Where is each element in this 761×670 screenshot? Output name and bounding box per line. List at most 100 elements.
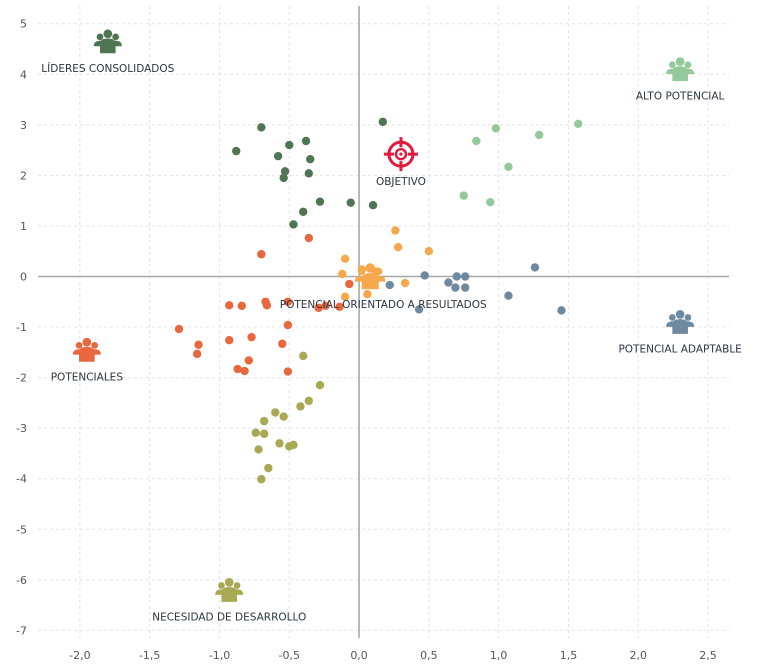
point-adaptable	[504, 291, 513, 300]
x-tick-label: 0,0	[350, 649, 368, 662]
point-lideres	[378, 117, 388, 126]
point-potenciales	[225, 301, 234, 310]
point-lideres	[368, 201, 378, 210]
point-potenciales	[283, 367, 293, 376]
point-lideres	[280, 167, 290, 176]
point-lideres	[232, 146, 241, 156]
point-necesidad	[315, 381, 325, 390]
point-potenciales	[233, 364, 242, 374]
point-lideres	[299, 207, 308, 216]
point-potenciales	[283, 297, 293, 306]
point-necesidad	[257, 475, 266, 484]
point-adaptable	[460, 272, 470, 281]
data-points	[174, 117, 583, 484]
point-potenciales	[237, 301, 247, 311]
point-necesidad	[279, 412, 288, 421]
point-orientado	[400, 278, 410, 288]
point-necesidad	[296, 402, 305, 411]
point-lideres	[306, 154, 315, 164]
point-potenciales	[174, 324, 184, 334]
point-orientado	[340, 292, 350, 301]
point-lideres	[279, 173, 288, 183]
point-necesidad	[299, 351, 308, 361]
y-tick-label: -5	[16, 523, 27, 536]
point-potenciales	[314, 303, 323, 313]
point-necesidad	[289, 440, 298, 450]
gridlines	[38, 6, 729, 638]
point-potenciales	[321, 301, 330, 311]
point-alto	[472, 136, 481, 146]
point-adaptable	[452, 272, 461, 281]
point-potenciales	[192, 349, 202, 359]
potenciales-label: POTENCIALES	[51, 371, 124, 383]
tick-labels: -2,0 -1,5 -1,0 -0,5 0,0 0,5 1,0 1,5 2,0 2,5 5 4 3 2 1 0…	[16, 18, 717, 662]
alto-group-icon	[666, 57, 695, 82]
y-tick-label: 2	[20, 169, 27, 182]
point-necesidad	[275, 439, 284, 448]
point-orientado	[338, 269, 347, 279]
point-adaptable	[530, 263, 540, 272]
point-alto	[486, 197, 495, 207]
y-tick-label: 0	[20, 270, 27, 283]
point-potenciales	[345, 279, 354, 289]
x-tick-label: 1,0	[490, 649, 508, 662]
y-tick-label: -3	[16, 422, 27, 435]
point-lideres	[304, 169, 314, 178]
y-tick-label: 3	[20, 119, 27, 132]
point-adaptable	[385, 280, 394, 290]
point-alto	[459, 191, 468, 200]
point-potenciales	[244, 356, 253, 365]
point-lideres	[315, 197, 325, 206]
adaptable-group-icon	[666, 310, 695, 334]
lideres-group-icon	[93, 29, 122, 54]
point-potenciales	[240, 366, 249, 376]
group-centroids	[72, 29, 695, 602]
point-necesidad	[259, 416, 269, 426]
point-alto	[574, 119, 583, 129]
objetivo-target-icon	[383, 137, 418, 172]
point-potenciales	[283, 320, 293, 330]
adaptable-label: POTENCIAL ADAPTABLE	[618, 344, 741, 356]
point-adaptable	[557, 306, 566, 315]
objetivo-label: OBJETIVO	[376, 176, 426, 188]
y-tick-label: -4	[16, 473, 27, 486]
x-tick-label: 0,5	[420, 649, 438, 662]
point-potenciales	[257, 250, 266, 259]
point-adaptable	[414, 305, 424, 314]
y-tick-label: 5	[20, 18, 27, 31]
point-alto	[491, 124, 501, 133]
point-lideres	[289, 220, 298, 229]
point-potenciales	[262, 301, 272, 310]
x-tick-label: 2,5	[699, 649, 717, 662]
y-tick-label: -7	[16, 624, 27, 637]
point-adaptable	[451, 283, 460, 292]
necesidad-group-icon	[215, 577, 244, 602]
y-tick-label: 4	[20, 68, 27, 81]
point-orientado	[363, 289, 372, 299]
y-tick-label: -2	[16, 372, 27, 385]
point-orientado	[340, 254, 350, 263]
point-potenciales	[194, 340, 203, 349]
point-orientado	[424, 247, 434, 256]
point-adaptable	[420, 271, 429, 280]
point-potenciales	[304, 233, 314, 243]
point-alto	[534, 130, 544, 140]
x-tick-label: 1,5	[560, 649, 578, 662]
x-tick-label: -0,5	[279, 649, 300, 662]
y-tick-label: -1	[16, 321, 27, 334]
point-lideres	[346, 198, 355, 207]
lideres-label: LÍDERES CONSOLIDADOS	[41, 62, 174, 75]
point-potenciales	[335, 302, 344, 312]
potenciales-group-icon	[72, 337, 101, 362]
x-tick-label: 2,0	[630, 649, 648, 662]
y-tick-label: -6	[16, 574, 27, 587]
point-potenciales	[278, 339, 287, 348]
point-lideres	[257, 123, 266, 132]
point-lideres	[273, 151, 283, 161]
x-tick-label: -2,0	[69, 649, 90, 662]
necesidad-label: NECESIDAD DE DESARROLLO	[152, 611, 306, 623]
point-lideres	[301, 136, 311, 146]
point-necesidad	[271, 408, 280, 417]
point-adaptable	[444, 278, 453, 287]
